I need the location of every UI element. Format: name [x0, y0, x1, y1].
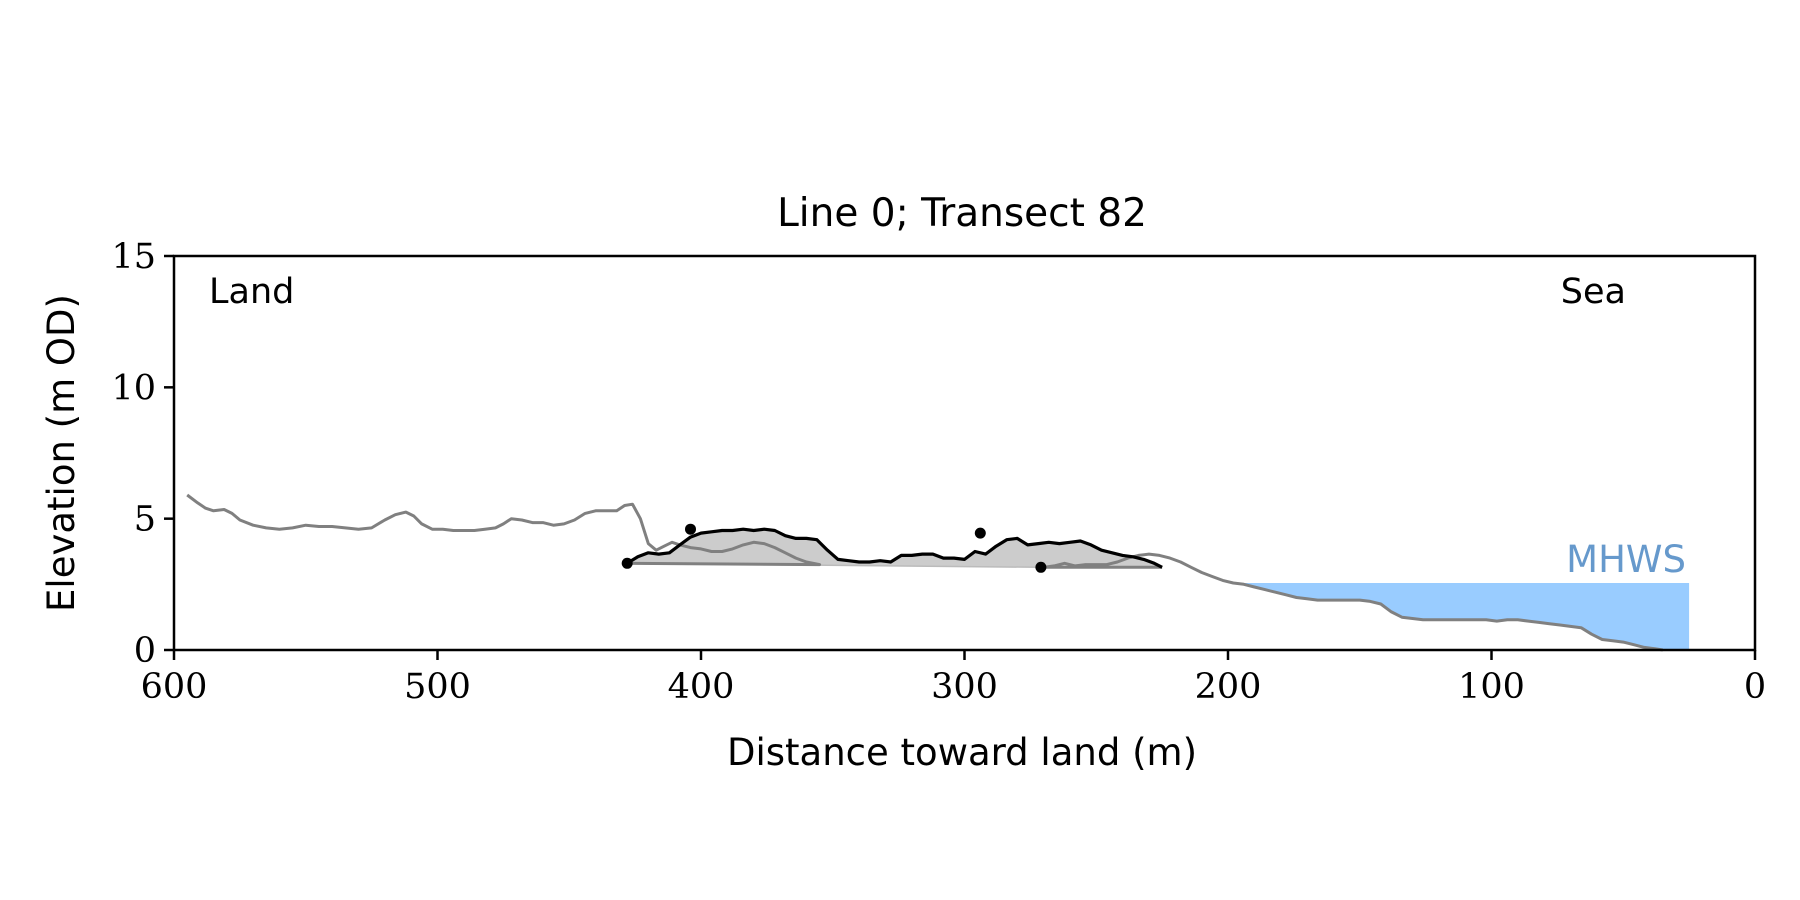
y-axis: 0 5 10 15: [111, 237, 174, 671]
x-tick-label-300: 300: [931, 667, 998, 707]
land-annotation: Land: [209, 272, 294, 312]
dune-fill-layer: [627, 529, 1163, 569]
y-tick-label-15: 15: [111, 237, 156, 277]
x-tick-label-200: 200: [1195, 667, 1262, 707]
profile-line-layer: [186, 493, 1664, 652]
profile-line-seaward: [1042, 552, 1664, 652]
x-tick-label-0: 0: [1744, 667, 1766, 707]
dune-fill-area: [627, 529, 1163, 568]
mhws-label: MHWS: [1566, 538, 1686, 581]
x-tick-label-100: 100: [1458, 667, 1525, 707]
y-tick-label-5: 5: [134, 500, 156, 540]
y-axis-label: Elevation (m OD): [40, 294, 83, 612]
x-axis: 600 500 400 300 200 100 0: [141, 650, 1766, 707]
x-axis-label: Distance toward land (m): [727, 731, 1197, 774]
y-tick-label-0: 0: [134, 631, 156, 671]
dune-marker-0: [621, 557, 633, 569]
chart-title: Line 0; Transect 82: [777, 191, 1147, 236]
profile-line-landward: [186, 493, 822, 567]
dune-marker-1: [685, 523, 696, 535]
x-tick-label-600: 600: [141, 667, 208, 707]
mhws-water-layer: [1228, 583, 1690, 650]
mhws-water-area: [1228, 583, 1690, 650]
dune-marker-2: [974, 527, 986, 539]
sea-annotation: Sea: [1561, 272, 1626, 312]
x-tick-label-400: 400: [668, 667, 735, 707]
dune-marker-3: [1035, 561, 1047, 573]
dune-profile-line: [626, 527, 1163, 569]
x-tick-label-500: 500: [404, 667, 471, 707]
y-tick-label-10: 10: [111, 368, 156, 408]
dune-marker-layer: [621, 523, 1047, 573]
